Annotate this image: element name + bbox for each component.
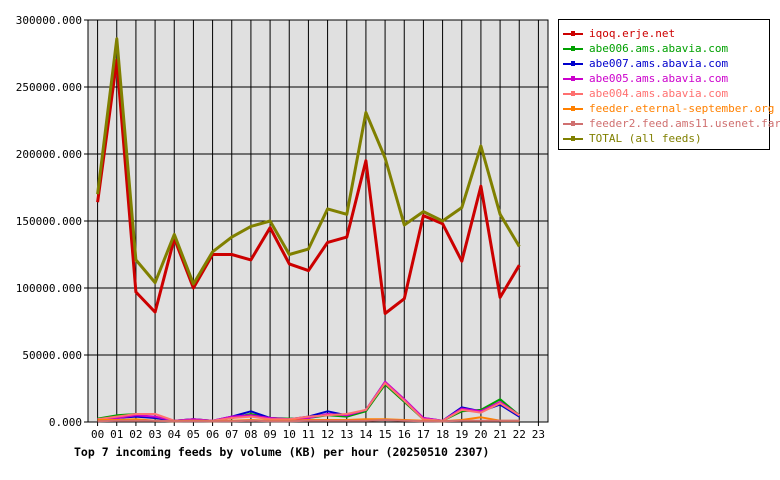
series-line [97, 419, 520, 423]
x-tick-label: 05 [187, 428, 200, 441]
legend-label: abe007.ams.abavia.com [589, 57, 729, 70]
legend-item: abe005.ams.abavia.com [563, 71, 728, 86]
legend-label: abe006.ams.abavia.com [589, 42, 729, 55]
legend-swatch [563, 44, 583, 54]
x-tick-label: 12 [321, 428, 334, 441]
x-tick-label: 19 [455, 428, 468, 441]
x-tick-label: 07 [225, 428, 238, 441]
x-tick-label: 20 [474, 428, 487, 441]
chart-legend: iqoq.erje.net abe006.ams.abavia.com abe007… [558, 19, 780, 150]
legend-swatch [563, 74, 583, 84]
legend-label: feeder2.feed.ams11.usenet.farm [589, 117, 780, 130]
grid-lines [88, 86, 548, 356]
x-tick-label: 01 [110, 428, 123, 441]
y-tick-label: 250000.000 [16, 81, 82, 94]
legend-item: feeder2.feed.ams11.usenet.farm [563, 116, 780, 131]
legend-item: iqoq.erje.net [563, 26, 675, 41]
y-tick-label: 50000.000 [22, 349, 82, 362]
x-tick-label: 22 [513, 428, 526, 441]
legend-swatch [563, 104, 583, 114]
legend-swatch [563, 29, 583, 39]
x-tick-label: 00 [91, 428, 104, 441]
legend-swatch [563, 119, 583, 129]
series-line [97, 382, 520, 422]
x-tick-label: 13 [340, 428, 353, 441]
x-tick-label: 23 [532, 428, 545, 441]
legend-swatch [563, 134, 583, 144]
x-tick-label: 04 [168, 428, 182, 441]
y-tick-label: 0.000 [49, 416, 82, 429]
legend-label: abe004.ams.abavia.com [589, 87, 729, 100]
x-tick-label: 11 [302, 428, 315, 441]
legend-label: feeder.eternal-september.org [589, 102, 775, 115]
legend-item: abe007.ams.abavia.com [563, 56, 728, 71]
legend-item: feeder.eternal-september.org [563, 101, 774, 116]
vertical-grid-lines [97, 20, 539, 422]
x-tick-label: 21 [493, 428, 506, 441]
legend-label: TOTAL (all feeds) [589, 132, 702, 145]
x-tick-label: 09 [263, 428, 276, 441]
x-tick-label: 17 [417, 428, 430, 441]
legend-label: iqoq.erje.net [589, 27, 676, 40]
x-tick-label: 16 [398, 428, 411, 441]
x-tick-label: 18 [436, 428, 449, 441]
legend-label: abe005.ams.abavia.com [589, 72, 729, 85]
series-lines [96, 37, 521, 423]
series-line [96, 58, 521, 315]
legend-item: abe006.ams.abavia.com [563, 41, 728, 56]
x-tick-label: 03 [148, 428, 161, 441]
legend-item: TOTAL (all feeds) [563, 131, 702, 146]
x-tick-label: 14 [359, 428, 373, 441]
legend-swatch [563, 89, 583, 99]
legend-item: abe004.ams.abavia.com [563, 86, 728, 101]
chart-title: Top 7 incoming feeds by volume (KB) per … [74, 445, 490, 459]
y-tick-label: 100000.000 [16, 282, 82, 295]
x-axis-ticks: 00 01 02 03 04 05 06 07 08 09 10 11 12 13 14 15 16 17 18 19… [91, 422, 545, 441]
y-tick-label: 150000.000 [16, 215, 82, 228]
legend-swatch [563, 59, 583, 69]
x-tick-label: 08 [244, 428, 257, 441]
y-tick-label: 300000.000 [16, 14, 82, 27]
x-tick-label: 15 [378, 428, 391, 441]
y-axis-ticks: 0.000 50000.000 100000.000 150000.000 200000… [16, 14, 88, 429]
series-line [96, 37, 521, 286]
x-tick-label: 06 [206, 428, 219, 441]
y-tick-label: 200000.000 [16, 148, 82, 161]
x-tick-label: 02 [129, 428, 142, 441]
x-tick-label: 10 [283, 428, 296, 441]
